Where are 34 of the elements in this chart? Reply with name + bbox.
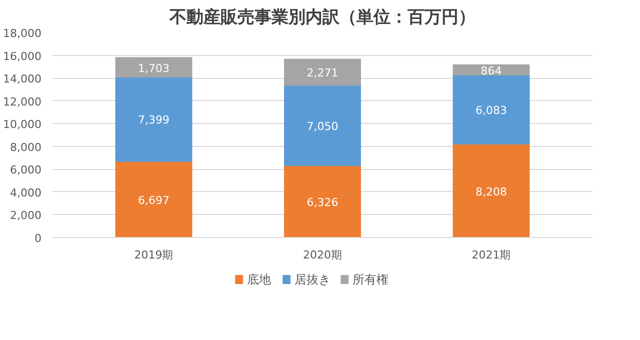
x-tick-label: 2020期	[303, 248, 342, 262]
data-label: 864	[480, 64, 502, 78]
bar	[284, 58, 361, 86]
y-tick-label: 2,000	[10, 209, 42, 222]
data-label: 8,208	[476, 185, 508, 198]
bar	[452, 144, 530, 238]
y-tick-label: 10,000	[3, 118, 42, 132]
bar	[284, 84, 361, 166]
data-label: 7,399	[138, 114, 170, 127]
bar	[115, 160, 192, 238]
x-tick-label: 2019期	[134, 248, 174, 262]
y-tick-label: 12,000	[3, 95, 42, 108]
bar	[452, 74, 530, 145]
data-label: 2,271	[306, 66, 338, 80]
data-label: 6,326	[306, 196, 338, 209]
bar	[115, 76, 192, 162]
bar	[284, 164, 361, 238]
data-label: 1,703	[138, 62, 170, 75]
data-label: 7,050	[306, 120, 338, 133]
chart-title: 不動産販売事業別内訳（単位：百万円）	[168, 8, 476, 28]
legend-label: 底地	[246, 272, 271, 286]
y-tick-label: 0	[34, 232, 42, 245]
data-label: 6,697	[138, 194, 170, 207]
legend-label: 居抜き	[294, 272, 330, 286]
y-tick-label: 14,000	[3, 72, 42, 86]
y-tick-label: 4,000	[10, 186, 42, 200]
y-tick-label: 8,000	[10, 140, 42, 154]
x-tick-label: 2021期	[472, 248, 511, 262]
bar	[115, 57, 192, 78]
y-tick-label: 16,000	[3, 50, 42, 63]
y-tick-label: 18,000	[3, 27, 42, 40]
data-label: 6,083	[476, 104, 508, 117]
y-tick-label: 6,000	[10, 164, 42, 177]
legend-label: 所有権	[352, 272, 389, 286]
